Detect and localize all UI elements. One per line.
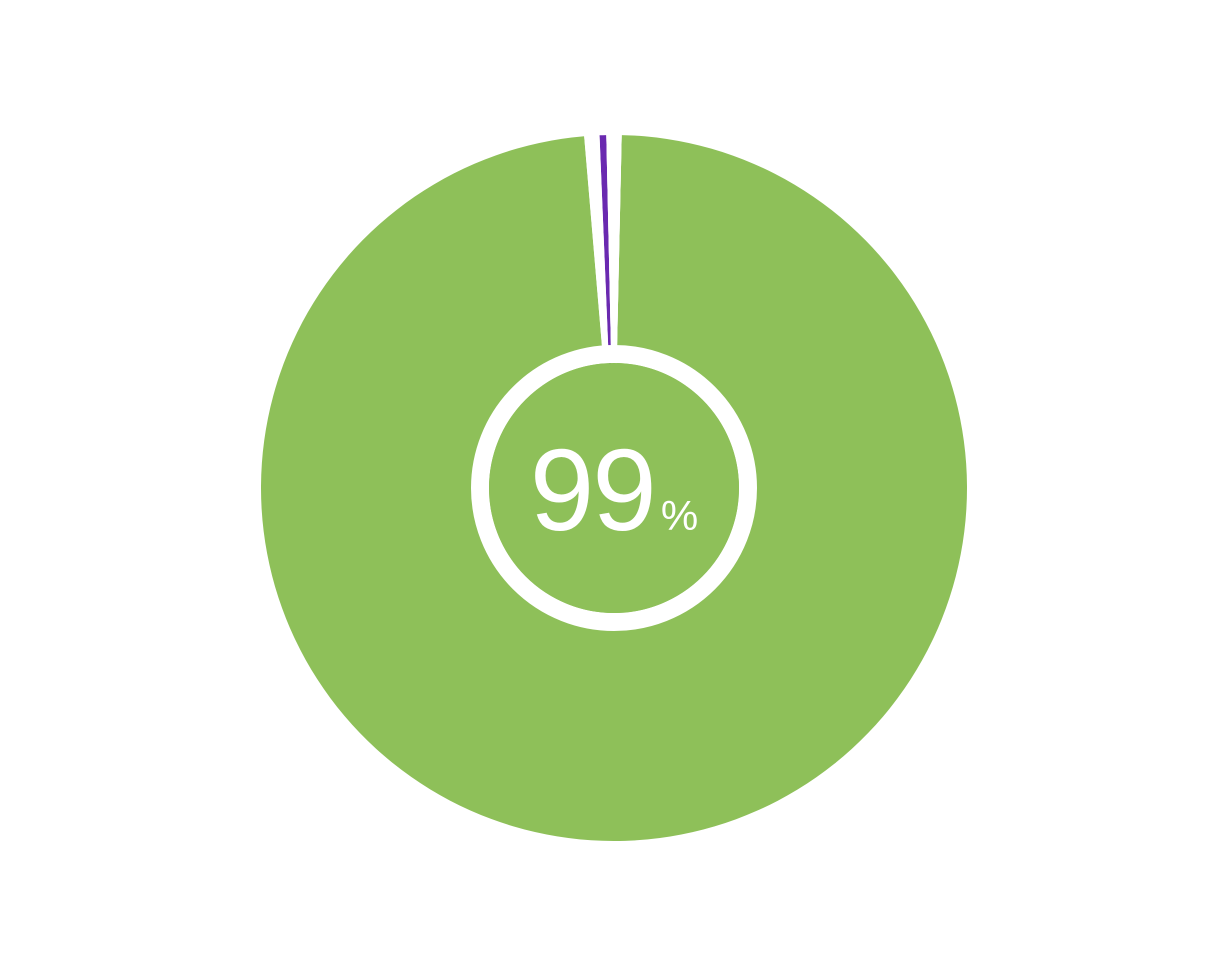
- chart-canvas: 99 %: [0, 0, 1228, 980]
- percentage-pie-chart: 99 %: [261, 135, 967, 846]
- pie-svg: [261, 135, 967, 841]
- inner-fill: [489, 363, 739, 613]
